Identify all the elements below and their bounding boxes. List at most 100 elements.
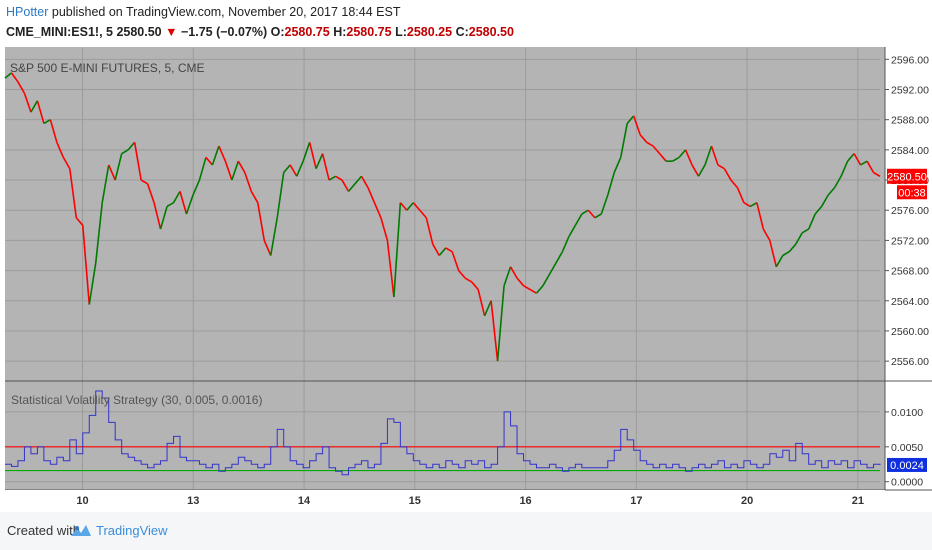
tradingview-logo-icon [71, 525, 91, 536]
price-segment [535, 285, 544, 294]
price-segment [380, 217, 389, 241]
price-segment [445, 247, 453, 253]
price-segment [127, 141, 136, 151]
y-tick-label: 2596.00 [891, 54, 929, 66]
price-segment [399, 202, 408, 211]
high-label: H: [333, 25, 347, 39]
price-segment [393, 202, 402, 298]
countdown-label: 00:38 [898, 187, 926, 199]
price-segment [769, 240, 778, 268]
price-segment [555, 251, 564, 264]
y2-tick-label: 0.0000 [891, 477, 923, 489]
symbol-label: CME_MINI:ES1!, 5 [6, 25, 113, 39]
price-segment [730, 179, 739, 189]
last-price-tag-label: 2580.50 [887, 171, 927, 183]
price-segment [335, 175, 343, 181]
price-segment [483, 300, 492, 317]
price-segment [30, 100, 39, 113]
price-segment [619, 123, 629, 158]
price-segment [600, 194, 609, 215]
last-price-tag: 2580.50 00:38 [887, 168, 927, 200]
close-label: C: [455, 25, 469, 39]
price-segment [367, 187, 376, 203]
price-segment [244, 172, 253, 192]
y2-tick-label: 0.0050 [891, 442, 923, 454]
price-segment [256, 202, 266, 241]
high-value: 2580.75 [346, 25, 392, 39]
price-segment [192, 179, 201, 196]
price-segment [295, 160, 304, 177]
price-segment [788, 243, 797, 253]
open-value: 2580.75 [284, 25, 330, 39]
price-segment [833, 175, 842, 188]
price-segment [315, 153, 324, 170]
price-series [4, 72, 881, 362]
price-segment [503, 266, 512, 286]
price-segment [775, 255, 784, 268]
author-link[interactable]: HPotter [6, 5, 49, 19]
main-chart-title: S&P 500 E-MINI FUTURES, 5, CME [10, 61, 205, 75]
time-scale[interactable] [5, 490, 885, 508]
price-segment [341, 179, 350, 192]
price-segment [269, 217, 279, 256]
price-segment [172, 190, 181, 204]
y-tick-label: 2572.00 [891, 235, 929, 247]
price-segment [412, 202, 421, 211]
low-value: 2580.25 [406, 25, 453, 39]
price-segment [56, 142, 65, 158]
price-segment [432, 243, 440, 256]
publish-info: HPotter published on TradingView.com, No… [6, 5, 400, 19]
price-segment [205, 156, 214, 166]
countdown-tag-bg [897, 185, 927, 200]
indicator-value-tag: 0.0024 [887, 457, 927, 472]
price-segment [10, 72, 19, 83]
low-label: L: [395, 25, 407, 39]
indicator-axis-ticks: 0.0100 0.0050 0.0000 [885, 407, 923, 489]
price-segment [347, 183, 356, 192]
price-segment [328, 175, 336, 181]
price-segment [289, 164, 298, 177]
price-segment [23, 93, 32, 113]
price-segment [496, 285, 505, 362]
price-segment [17, 81, 26, 94]
price-segment [4, 72, 12, 79]
price-segment [211, 145, 220, 166]
price-segment [321, 153, 330, 181]
price-segment [121, 149, 129, 155]
price-segment [873, 171, 881, 177]
price-segment [613, 157, 622, 173]
chart-area[interactable]: 2596.002592.002588.002584.002580.002576.… [0, 0, 932, 512]
price-scale[interactable] [885, 47, 932, 508]
price-segment [107, 164, 116, 181]
price-segment [490, 300, 499, 362]
x-tick-label: 14 [298, 495, 311, 507]
tradingview-link[interactable]: TradingView [96, 523, 168, 538]
price-segment [49, 119, 58, 143]
chart-background [5, 47, 885, 508]
price-segment [140, 179, 148, 185]
price-axis-ticks: 2596.002592.002588.002584.002580.002576.… [885, 54, 929, 368]
y-tick-label: 2564.00 [891, 296, 929, 308]
price-segment [542, 273, 551, 287]
price-segment [283, 164, 291, 174]
price-segment [697, 164, 706, 177]
price-segment [458, 270, 466, 279]
price-segment [795, 232, 803, 245]
y-tick-label: 2560.00 [891, 326, 929, 338]
indicator-value-label: 0.0024 [890, 460, 924, 472]
price-segment [704, 145, 713, 166]
price-segment [308, 142, 317, 169]
open-label: O: [270, 25, 285, 39]
price-segment [43, 118, 51, 125]
price-segment [159, 206, 168, 230]
price-segment [438, 247, 447, 257]
price-segment [101, 164, 110, 203]
price-segment [224, 160, 233, 181]
change-value: −1.75 (−0.07%) [180, 25, 268, 39]
price-segment [594, 213, 602, 219]
price-segment [840, 160, 849, 177]
x-tick-label: 16 [519, 495, 531, 507]
price-segment [62, 157, 71, 170]
price-segment [827, 187, 836, 196]
y-tick-label: 2588.00 [891, 115, 929, 127]
